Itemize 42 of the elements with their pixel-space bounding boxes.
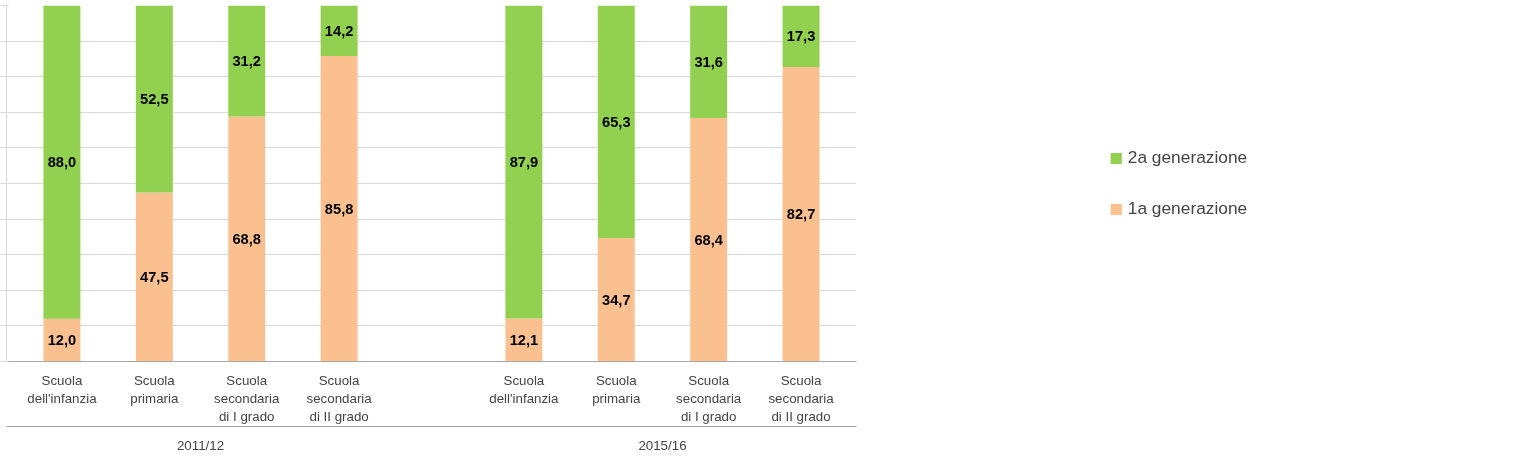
bar [135,192,173,362]
bar [690,118,728,362]
bar [782,67,820,362]
data-label: 88,0 [47,154,77,171]
x-tick-label: Scuola dell'infanzia [27,372,98,406]
bar [597,5,635,238]
data-label: 14,2 [324,22,354,39]
bar [228,5,266,117]
data-label: 68,8 [232,231,261,248]
data-label: 31,2 [232,53,261,70]
data-label: 12,1 [509,331,539,348]
x-tick-label: Scuola secondaria di I grado [214,372,280,424]
bar [320,5,358,57]
x-tick-label: Scuola dell'infanzia [489,372,560,406]
data-label: 47,5 [140,268,169,285]
data-label: 68,4 [694,231,724,248]
text: 2015/16 [638,437,687,453]
data-label: 12,0 [47,332,77,349]
bar [228,116,266,362]
data-label: 65,3 [602,113,631,130]
data-label: 82,7 [786,206,816,223]
data-label: 31,6 [694,53,723,70]
text: 2011/12 [176,437,225,453]
bar [782,5,820,68]
x-tick-label: Scuola primaria [130,372,179,406]
data-label: 85,8 [324,200,354,217]
data-label: 52,5 [140,90,169,107]
bar [690,5,728,118]
x-tick-label: Scuola secondaria di II grado [768,372,835,424]
x-tick-label: Scuola secondaria di I grado [676,372,742,424]
legend-label: 1a generazione [1127,198,1248,219]
data-label: 87,9 [509,153,539,170]
bar [135,5,173,193]
data-label: 17,3 [786,28,816,45]
bar [505,5,543,319]
x-tick-label: Scuola primaria [592,372,641,406]
bar [320,56,358,362]
x-tick-label: Scuola secondaria di II grado [306,372,373,424]
legend-label: 2a generazione [1127,147,1248,168]
bar [597,237,635,362]
bar [43,5,81,319]
data-label: 34,7 [602,291,631,308]
